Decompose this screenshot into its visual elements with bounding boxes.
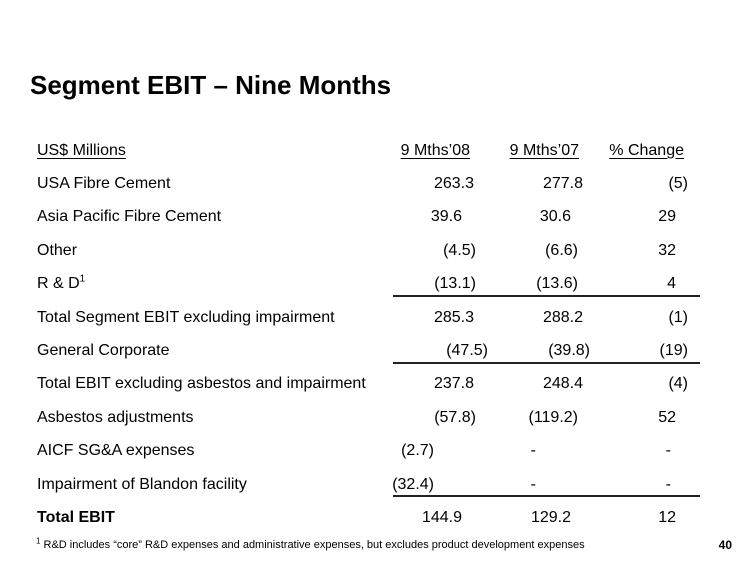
- value-9mths07: 248.4: [542, 375, 583, 393]
- value-9mths08: (57.8): [434, 408, 476, 426]
- value-9mths08: (47.5): [446, 342, 488, 360]
- column-header-pct-change: % Change: [609, 141, 684, 159]
- value-9mths07: 288.2: [542, 308, 583, 326]
- value-pct-change: (5): [668, 175, 688, 193]
- column-header-9mths08: 9 Mths’08: [400, 141, 470, 159]
- segment-ebit-table: US$ Millions 9 Mths’08 9 Mths’07 % Chang…: [37, 134, 700, 535]
- value-9mths07: -: [530, 475, 536, 493]
- column-header-us-millions: US$ Millions: [37, 141, 126, 159]
- row-label: Asia Pacific Fibre Cement: [37, 208, 222, 226]
- value-pct-change: (19): [659, 342, 688, 360]
- footnote: 1 R&D includes “core” R&D expenses and a…: [36, 536, 585, 551]
- table-row: Asbestos adjustments (57.8) (119.2) 52: [37, 401, 688, 434]
- page-number: 40: [718, 538, 732, 552]
- page-title: Segment EBIT – Nine Months: [30, 70, 392, 100]
- value-pct-change: (4): [668, 375, 688, 393]
- table-row: USA Fibre Cement 263.3 277.8 (5): [37, 167, 688, 200]
- row-label: Asbestos adjustments: [37, 408, 194, 426]
- value-9mths07: (119.2): [528, 408, 578, 426]
- value-9mths08: (4.5): [443, 241, 476, 259]
- row-label: Total Segment EBIT excluding impairment: [37, 308, 335, 326]
- row-label: USA Fibre Cement: [37, 175, 171, 193]
- value-9mths07: 129.2: [530, 508, 571, 526]
- value-pct-change: (1): [668, 308, 688, 326]
- row-label: AICF SG&A expenses: [37, 442, 195, 460]
- value-9mths07: 30.6: [539, 208, 571, 226]
- value-pct-change: 32: [658, 241, 676, 259]
- value-9mths08: 263.3: [433, 175, 474, 193]
- table-body: USA Fibre Cement 263.3 277.8 (5) Asia Pa…: [37, 167, 700, 534]
- table-row: Total EBIT 144.9 129.2 12: [37, 501, 688, 534]
- value-9mths08: 285.3: [433, 308, 474, 326]
- value-9mths08: 144.9: [421, 508, 462, 526]
- row-label: Total EBIT: [37, 508, 115, 526]
- column-header-9mths07: 9 Mths’07: [509, 141, 579, 159]
- footnote-sup: 1: [36, 536, 41, 546]
- row-label: Impairment of Blandon facility: [37, 475, 247, 493]
- row-label: Total EBIT excluding asbestos and impair…: [37, 375, 366, 393]
- table-row: Total EBIT excluding asbestos and impair…: [37, 368, 688, 401]
- value-9mths08: (32.4): [392, 475, 434, 493]
- table-row: Other (4.5) (6.6) 32: [37, 234, 688, 267]
- value-9mths07: (39.8): [548, 342, 590, 360]
- row-label: Other: [37, 241, 78, 259]
- value-9mths08: (13.1): [434, 275, 476, 293]
- value-pct-change: 52: [658, 408, 676, 426]
- table-row: Total Segment EBIT excluding impairment …: [37, 301, 688, 334]
- table-row: AICF SG&A expenses (2.7) - -: [37, 435, 688, 468]
- value-pct-change: -: [665, 475, 671, 493]
- value-pct-change: 12: [658, 508, 676, 526]
- table-row: General Corporate (47.5) (39.8) (19): [37, 334, 700, 367]
- value-pct-change: -: [665, 442, 671, 460]
- value-9mths08: 237.8: [433, 375, 474, 393]
- value-9mths07: (13.6): [536, 275, 578, 293]
- table-row: Asia Pacific Fibre Cement 39.6 30.6 29: [37, 201, 688, 234]
- value-9mths07: (6.6): [545, 241, 578, 259]
- value-9mths07: -: [530, 442, 536, 460]
- table-row: Impairment of Blandon facility (32.4) - …: [37, 468, 700, 501]
- footnote-text: R&D includes “core” R&D expenses and adm…: [40, 539, 585, 551]
- value-9mths08: (2.7): [401, 442, 434, 460]
- value-9mths07: 277.8: [542, 175, 583, 193]
- value-9mths08: 39.6: [430, 208, 462, 226]
- table-row: R & D1 (13.1) (13.6) 4: [37, 268, 700, 301]
- row-label: R & D1: [37, 273, 86, 293]
- row-label: General Corporate: [37, 342, 170, 360]
- value-pct-change: 29: [658, 208, 676, 226]
- value-pct-change: 4: [667, 275, 676, 293]
- table-header-row: US$ Millions 9 Mths’08 9 Mths’07 % Chang…: [37, 134, 688, 167]
